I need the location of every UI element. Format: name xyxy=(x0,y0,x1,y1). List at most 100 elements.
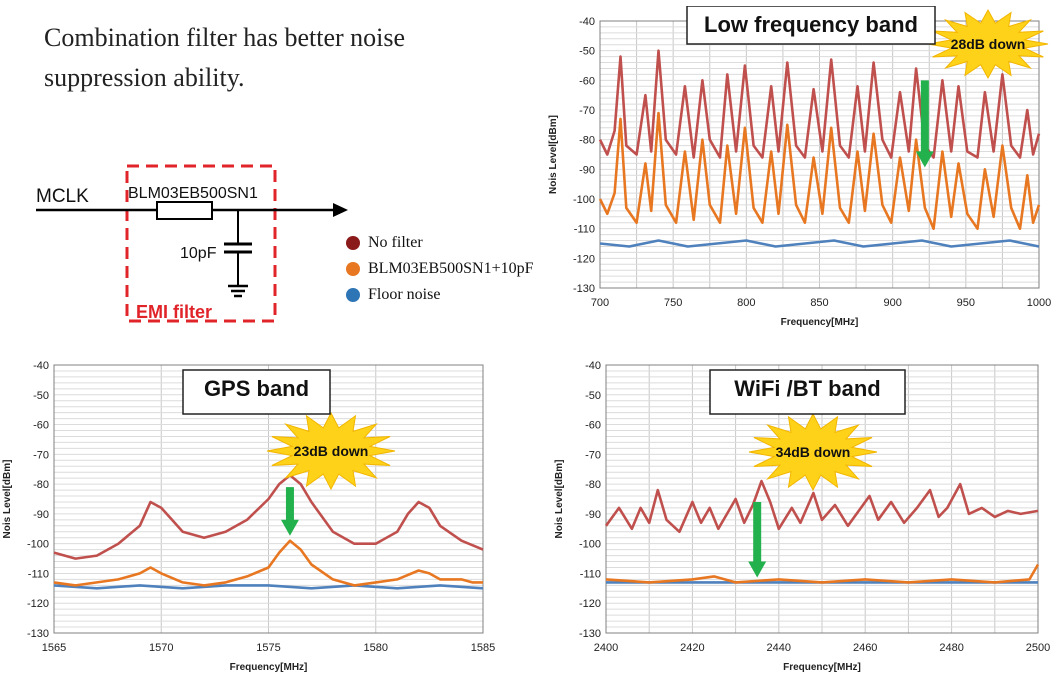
headline-line-1: Combination filter has better noise xyxy=(44,23,406,52)
chart-title-box xyxy=(709,369,906,415)
y-tick-label: -60 xyxy=(579,75,595,87)
legend-item-no-filter: No filter xyxy=(346,230,534,256)
x-tick-label: 950 xyxy=(957,297,975,309)
chart-title-box xyxy=(686,6,936,45)
chart-title: Low frequency band xyxy=(704,12,918,37)
legend-item-floor-noise: Floor noise xyxy=(346,282,534,308)
x-tick-label: 2440 xyxy=(767,642,791,654)
y-axis-label: Nois Level[dBm] xyxy=(554,460,565,539)
annotation-label: 23dB down xyxy=(294,443,369,459)
y-tick-label: -40 xyxy=(579,16,595,28)
y-tick-label: -60 xyxy=(33,420,49,432)
y-tick-label: -80 xyxy=(579,135,595,147)
y-tick-label: -50 xyxy=(579,46,595,58)
x-tick-label: 2420 xyxy=(680,642,704,654)
chart-title-box xyxy=(182,369,331,415)
y-tick-label: -90 xyxy=(33,509,49,521)
legend-item-filtered: BLM03EB500SN1+10pF xyxy=(346,256,534,282)
emi-filter-label: EMI filter xyxy=(136,302,212,322)
plot-area-border xyxy=(605,364,1039,634)
x-tick-label: 2460 xyxy=(853,642,877,654)
series-line-floor-noise xyxy=(53,584,484,590)
signal-arrow-icon xyxy=(333,203,348,217)
reduction-arrow-icon xyxy=(748,561,767,578)
ferrite-label: BLM03EB500SN1 xyxy=(128,185,258,202)
y-tick-label: -100 xyxy=(27,539,49,551)
chart-low-frequency-band: -40 -50 -60 -70 -80 -90 -100 -110 -120 -130 700 750… xyxy=(548,6,1051,328)
chart-title: GPS band xyxy=(204,376,309,401)
series-line-no-filter xyxy=(53,473,484,560)
y-tick-label: -130 xyxy=(27,628,49,640)
annotation-burst-icon xyxy=(266,411,396,491)
x-tick-label: 2500 xyxy=(1026,642,1050,654)
y-tick-label: -60 xyxy=(585,420,601,432)
y-tick-label: -80 xyxy=(585,479,601,491)
reduction-arrow-icon xyxy=(280,519,299,536)
x-tick-label: 1570 xyxy=(149,642,173,654)
series-line-floor-noise xyxy=(599,239,1040,248)
y-axis-label: Nois Level[dBm] xyxy=(548,115,559,194)
y-tick-label: -100 xyxy=(573,194,595,206)
legend: No filter BLM03EB500SN1+10pF Floor noise xyxy=(346,230,534,308)
series-line-no-filter xyxy=(604,479,1039,534)
headline-line-2: suppression ability. xyxy=(44,63,245,92)
y-tick-label: -130 xyxy=(573,283,595,295)
x-tick-label: 700 xyxy=(591,297,609,309)
y-tick-label: -50 xyxy=(585,390,601,402)
legend-label-filtered: BLM03EB500SN1+10pF xyxy=(368,260,534,277)
y-tick-label: -70 xyxy=(33,449,49,461)
y-tick-label: -50 xyxy=(33,390,49,402)
legend-dot-no-filter xyxy=(346,236,360,250)
legend-dot-filtered xyxy=(346,262,360,276)
legend-dot-floor-noise xyxy=(346,288,360,302)
capacitor-label: 10pF xyxy=(180,245,217,262)
reduction-arrow-icon xyxy=(915,151,934,168)
y-tick-label: -110 xyxy=(580,568,601,580)
y-axis-label: Nois Level[dBm] xyxy=(2,460,13,539)
y-tick-label: -90 xyxy=(579,164,595,176)
chart-gps-band: -40 -50 -60 -70 -80 -90 -100 -110 -120 -130 1565 15… xyxy=(2,360,495,673)
signal-label: MCLK xyxy=(36,186,89,207)
series-line-filtered xyxy=(53,539,483,587)
y-tick-label: -100 xyxy=(579,539,601,551)
headline: Combination filter has better noise supp… xyxy=(44,18,484,98)
plot-area-border xyxy=(53,364,484,634)
x-tick-label: 2400 xyxy=(594,642,618,654)
annotation-burst-icon xyxy=(748,412,878,492)
y-tick-label: -120 xyxy=(27,598,49,610)
y-tick-label: -110 xyxy=(574,224,595,236)
legend-label-no-filter: No filter xyxy=(368,234,423,251)
x-tick-label: 2480 xyxy=(939,642,963,654)
y-tick-label: -70 xyxy=(579,105,595,117)
x-tick-label: 900 xyxy=(883,297,901,309)
x-tick-label: 1565 xyxy=(42,642,66,654)
y-tick-label: -70 xyxy=(585,449,601,461)
annotation-label: 34dB down xyxy=(776,444,851,460)
y-tick-label: -40 xyxy=(33,360,49,372)
ferrite-bead-symbol xyxy=(156,201,213,220)
emi-filter-schematic: MCLK BLM03EB500SN1 10pF EMI filter xyxy=(36,164,348,323)
x-axis-label: Frequency[MHz] xyxy=(230,662,308,673)
y-tick-label: -80 xyxy=(33,479,49,491)
annotation-label: 28dB down xyxy=(951,36,1026,52)
y-tick-label: -110 xyxy=(28,568,49,580)
x-tick-label: 800 xyxy=(737,297,755,309)
x-tick-label: 1580 xyxy=(364,642,388,654)
x-tick-label: 1585 xyxy=(471,642,495,654)
y-tick-label: -90 xyxy=(585,509,601,521)
y-tick-label: -120 xyxy=(573,253,595,265)
legend-label-floor-noise: Floor noise xyxy=(368,286,441,303)
chart-title: WiFi /BT band xyxy=(734,376,880,401)
y-tick-label: -40 xyxy=(585,360,601,372)
x-axis-label: Frequency[MHz] xyxy=(781,317,859,328)
series-line-filtered xyxy=(605,563,1040,584)
chart-wifi-bt-band: -40 -50 -60 -70 -80 -90 -100 -110 -120 -130 2400 24… xyxy=(554,360,1050,673)
x-tick-label: 750 xyxy=(664,297,682,309)
series-line-filtered xyxy=(598,111,1041,230)
x-tick-label: 850 xyxy=(810,297,828,309)
x-axis-label: Frequency[MHz] xyxy=(783,662,861,673)
y-tick-label: -130 xyxy=(579,628,601,640)
y-tick-label: -120 xyxy=(579,598,601,610)
series-line-no-filter xyxy=(598,49,1041,159)
x-tick-label: 1000 xyxy=(1027,297,1051,309)
